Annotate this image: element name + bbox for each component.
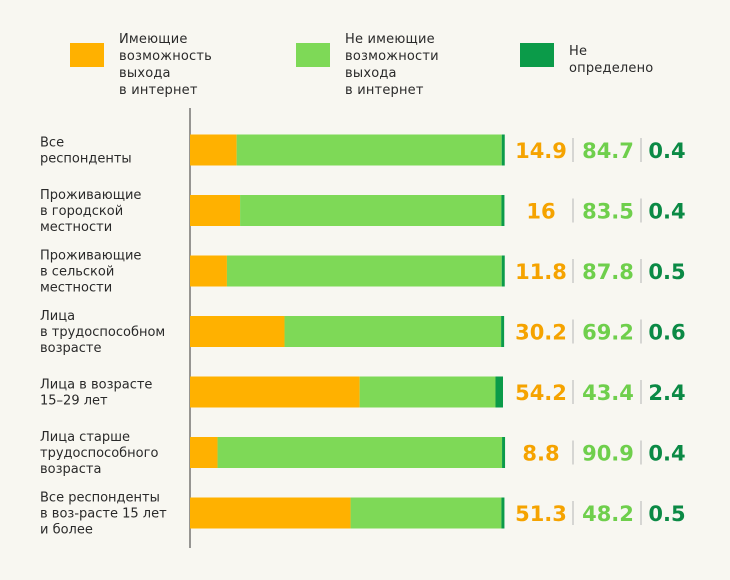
category-label: Лица старше трудоспособного возраста xyxy=(40,430,158,477)
value-label-undetermined: 0.4 xyxy=(648,200,685,224)
value-label-has-access: 30.2 xyxy=(515,321,567,345)
bar-segment-undetermined xyxy=(501,255,505,287)
legend-swatch-no-access xyxy=(296,43,330,67)
legend-label-undetermined: Не определено xyxy=(569,44,654,76)
legend-label-no-access: Не имеющие возможности выхода в интернет xyxy=(345,32,439,98)
bar-segment-no-access xyxy=(226,255,502,287)
category-label: Лица в трудоспособном возрасте xyxy=(40,309,165,356)
bar-segment-has-access xyxy=(190,437,218,468)
category-label: Все респонденты xyxy=(40,136,132,167)
value-label-undetermined: 0.6 xyxy=(648,321,685,345)
value-label-has-access: 54.2 xyxy=(515,381,567,405)
bar-segment-undetermined xyxy=(501,195,505,226)
bar-segment-no-access xyxy=(359,376,496,408)
value-label-no-access: 90.9 xyxy=(582,442,634,466)
bar-segment-has-access xyxy=(190,316,285,347)
category-label: Проживающие в сельской местности xyxy=(40,249,141,296)
value-label-no-access: 84.7 xyxy=(582,139,634,163)
bar-segment-no-access xyxy=(236,134,502,166)
value-label-no-access: 69.2 xyxy=(582,321,634,345)
bar-segment-no-access xyxy=(350,497,502,529)
legend-swatch-undetermined xyxy=(520,43,554,67)
bar-segment-no-access xyxy=(284,316,502,347)
bar-segment-has-access xyxy=(190,195,241,226)
value-label-has-access: 11.8 xyxy=(515,260,567,284)
value-label-undetermined: 0.5 xyxy=(648,502,685,526)
value-label-has-access: 16 xyxy=(526,200,555,224)
category-label: Проживающие в городской местности xyxy=(40,188,141,235)
value-label-undetermined: 0.4 xyxy=(648,442,685,466)
legend-swatch-has-access xyxy=(70,43,104,67)
legend-label-has-access: Имеющие возможность выхода в интернет xyxy=(119,32,213,98)
bar-segment-undetermined xyxy=(501,497,505,529)
value-label-undetermined: 2.4 xyxy=(648,381,685,405)
value-label-undetermined: 0.5 xyxy=(648,260,685,284)
value-label-undetermined: 0.4 xyxy=(648,139,685,163)
bar-segment-has-access xyxy=(190,497,351,529)
bar-segment-has-access xyxy=(190,255,227,287)
bar-segment-undetermined xyxy=(501,134,505,166)
value-label-has-access: 14.9 xyxy=(515,139,567,163)
value-label-no-access: 83.5 xyxy=(582,200,634,224)
value-label-no-access: 43.4 xyxy=(582,381,634,405)
bar-segment-has-access xyxy=(190,376,360,408)
value-label-has-access: 8.8 xyxy=(522,442,559,466)
value-label-no-access: 48.2 xyxy=(582,502,634,526)
bar-segment-undetermined xyxy=(502,437,506,468)
bar-segment-undetermined xyxy=(495,376,503,408)
bar-segment-undetermined xyxy=(501,316,505,347)
bar-segment-no-access xyxy=(240,195,502,226)
bar-segment-has-access xyxy=(190,134,237,166)
bar-segment-no-access xyxy=(217,437,503,468)
category-label: Лица в возрасте 15–29 лет xyxy=(40,378,152,409)
value-label-has-access: 51.3 xyxy=(515,502,567,526)
category-label: Все респонденты в воз-расте 15 лет и более xyxy=(40,491,167,538)
value-label-no-access: 87.8 xyxy=(582,260,634,284)
